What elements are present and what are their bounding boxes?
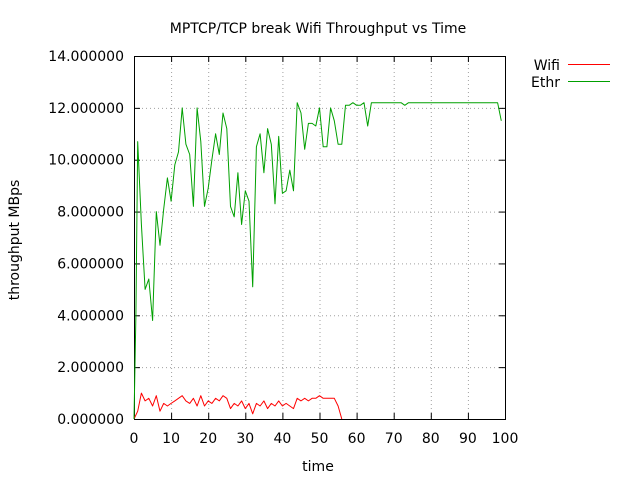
x-tick-label: 30 bbox=[236, 431, 254, 447]
axis-ticks: 0 10 20 30 40 50 60 70 80 90 100 0.000000 2.000000 4.… bbox=[48, 49, 518, 447]
legend-label-ethr: Ethr bbox=[531, 75, 560, 91]
x-tick-label: 0 bbox=[130, 431, 139, 447]
y-tick-label: 12.000000 bbox=[48, 101, 124, 117]
y-axis-label: throughput MBps bbox=[7, 180, 23, 301]
x-tick-label: 20 bbox=[199, 431, 217, 447]
series-lines bbox=[133, 102, 502, 420]
x-tick-label: 60 bbox=[348, 431, 366, 447]
x-tick-label: 40 bbox=[273, 431, 291, 447]
y-tick-label: 6.000000 bbox=[57, 256, 124, 272]
y-tick-label: 0.000000 bbox=[57, 412, 124, 428]
y-tick-label: 10.000000 bbox=[48, 153, 124, 169]
y-tick-label: 14.000000 bbox=[48, 49, 124, 65]
x-tick-label: 100 bbox=[492, 431, 519, 447]
chart-title: MPTCP/TCP break Wifi Throughput vs Time bbox=[170, 21, 466, 37]
x-tick-label: 80 bbox=[422, 431, 440, 447]
legend-label-wifi: Wifi bbox=[534, 58, 560, 74]
x-tick-label: 90 bbox=[459, 431, 477, 447]
series-line-ethr bbox=[133, 102, 502, 420]
series-line-wifi bbox=[133, 392, 343, 420]
x-tick-label: 70 bbox=[385, 431, 403, 447]
y-tick-label: 8.000000 bbox=[57, 205, 124, 221]
y-tick-label: 4.000000 bbox=[57, 308, 124, 324]
x-axis-label: time bbox=[302, 459, 334, 475]
y-tick-label: 2.000000 bbox=[57, 360, 124, 376]
x-tick-label: 50 bbox=[311, 431, 329, 447]
x-tick-label: 10 bbox=[162, 431, 180, 447]
